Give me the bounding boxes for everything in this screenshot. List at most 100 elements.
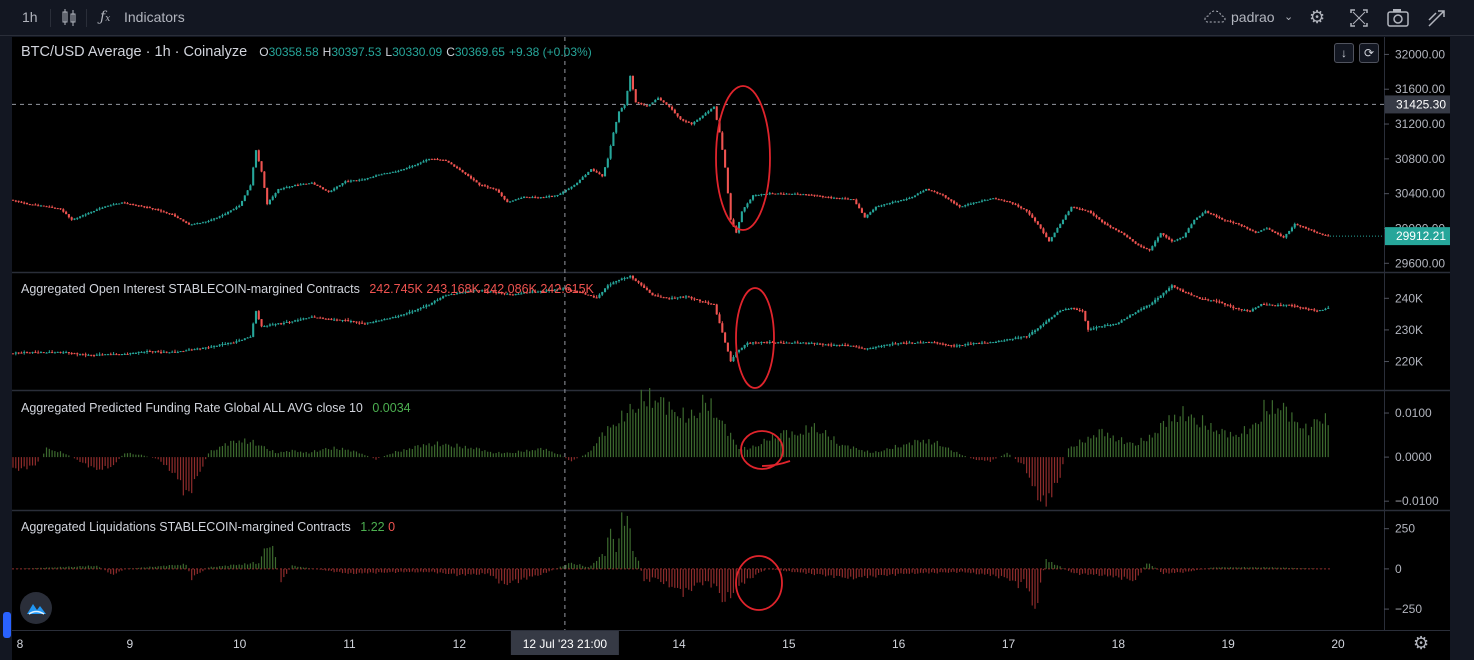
oi-candle — [927, 342, 930, 344]
oi-candle — [609, 284, 612, 286]
price-candle — [1274, 231, 1277, 233]
oi-candle — [148, 351, 151, 353]
price-candle — [17, 200, 20, 202]
layout-name[interactable]: padrao — [1231, 9, 1275, 25]
oi-candle — [363, 323, 366, 325]
price-candle — [751, 195, 755, 200]
price-candle — [1045, 233, 1048, 238]
price-candle — [190, 224, 193, 226]
oi-candle — [1039, 325, 1042, 329]
price-axis-tick-label: 31600.00 — [1395, 82, 1445, 96]
oi-candle — [564, 288, 567, 290]
oi-candle — [623, 278, 626, 280]
oi-candle — [877, 346, 880, 348]
price-candle — [165, 211, 168, 214]
maximize-icon[interactable]: ⟳ — [1359, 43, 1379, 63]
price-candle — [603, 167, 607, 177]
price-candle — [802, 194, 805, 196]
oi-candle — [634, 278, 637, 281]
oi-candle — [684, 296, 688, 298]
oi-candle — [134, 352, 137, 354]
price-candle — [779, 193, 782, 195]
oi-candle — [442, 296, 445, 299]
oi-candle — [523, 292, 526, 294]
price-candle — [816, 195, 819, 197]
ohlc-low: 30330.09 — [392, 45, 443, 59]
fx-icon[interactable]: ƒx — [100, 9, 111, 25]
oi-candle — [844, 345, 847, 347]
interval-button[interactable]: 1h — [22, 9, 38, 25]
price-candle — [14, 200, 17, 202]
oi-candle — [106, 354, 110, 356]
candles-icon[interactable] — [60, 0, 78, 34]
sidebar-toggle[interactable] — [3, 612, 11, 638]
price-candle — [645, 105, 648, 107]
price-candle — [1081, 209, 1084, 211]
chevron-down-icon[interactable]: ⌄ — [1284, 11, 1294, 23]
price-candle — [464, 172, 467, 175]
oi-candle — [1006, 339, 1009, 341]
price-candle — [1117, 230, 1120, 232]
oi-candle — [1081, 310, 1084, 312]
price-candle — [832, 197, 836, 199]
indicators-button[interactable]: Indicators — [124, 9, 185, 25]
oi-candle — [92, 354, 96, 356]
chart-area[interactable] — [12, 37, 1384, 630]
oi-candle — [550, 289, 554, 291]
price-candle — [45, 206, 48, 208]
oi-candle — [182, 351, 185, 353]
oi-candle — [500, 292, 503, 294]
price-candle — [886, 203, 889, 205]
oi-candle — [1290, 305, 1294, 307]
price-candle — [559, 193, 562, 195]
price-candle — [1201, 213, 1204, 216]
fullscreen-icon[interactable] — [1349, 0, 1369, 34]
price-scale[interactable] — [1384, 37, 1450, 630]
last-price-label: 29912.21 — [1396, 229, 1446, 243]
oi-candle — [659, 296, 662, 298]
oi-candle — [1184, 291, 1187, 293]
oi-candle — [422, 306, 425, 309]
oi-candle — [738, 349, 741, 352]
oi-candle — [690, 296, 693, 299]
oi-candle — [1031, 331, 1034, 335]
oi-candle — [1014, 337, 1017, 339]
settings-gear-icon[interactable]: ⚙ — [1413, 633, 1430, 653]
gear-icon[interactable]: ⚙ — [1309, 7, 1326, 27]
price-candle — [503, 196, 506, 200]
price-candle — [257, 150, 260, 162]
oi-candle — [14, 352, 17, 354]
price-candle — [933, 191, 936, 193]
oi-axis-tick-label: 220K — [1395, 355, 1423, 369]
price-candle — [171, 213, 174, 215]
crosshair-time-label: 12 Jul '23 21:00 — [523, 637, 608, 651]
oi-candle — [310, 316, 313, 318]
oi-candle — [587, 294, 590, 296]
price-candle — [1324, 234, 1327, 236]
oi-candle — [746, 342, 749, 345]
price-candle — [176, 216, 179, 219]
oi-candle — [777, 342, 780, 344]
price-candle — [601, 174, 604, 177]
coinalyze-logo-button[interactable] — [20, 592, 52, 624]
oi-candle — [1316, 310, 1319, 312]
oi-candle — [598, 294, 601, 298]
oi-candle — [414, 310, 417, 312]
oi-candle — [227, 343, 230, 345]
oi-candle — [1173, 285, 1176, 288]
price-candle — [467, 174, 470, 177]
time-axis[interactable] — [12, 630, 1450, 660]
arrow-down-icon[interactable]: ↓ — [1334, 43, 1354, 63]
oi-candle — [1020, 337, 1023, 339]
price-candle — [1042, 228, 1045, 234]
oi-candle — [489, 291, 492, 293]
oi-candle — [905, 342, 908, 344]
price-candle — [1276, 232, 1280, 235]
oi-candle — [1212, 300, 1215, 302]
price-candle — [520, 197, 523, 199]
camera-icon[interactable] — [1386, 0, 1410, 34]
price-candle — [1000, 199, 1003, 201]
publish-icon[interactable] — [1426, 0, 1448, 34]
price-candle — [380, 174, 383, 176]
